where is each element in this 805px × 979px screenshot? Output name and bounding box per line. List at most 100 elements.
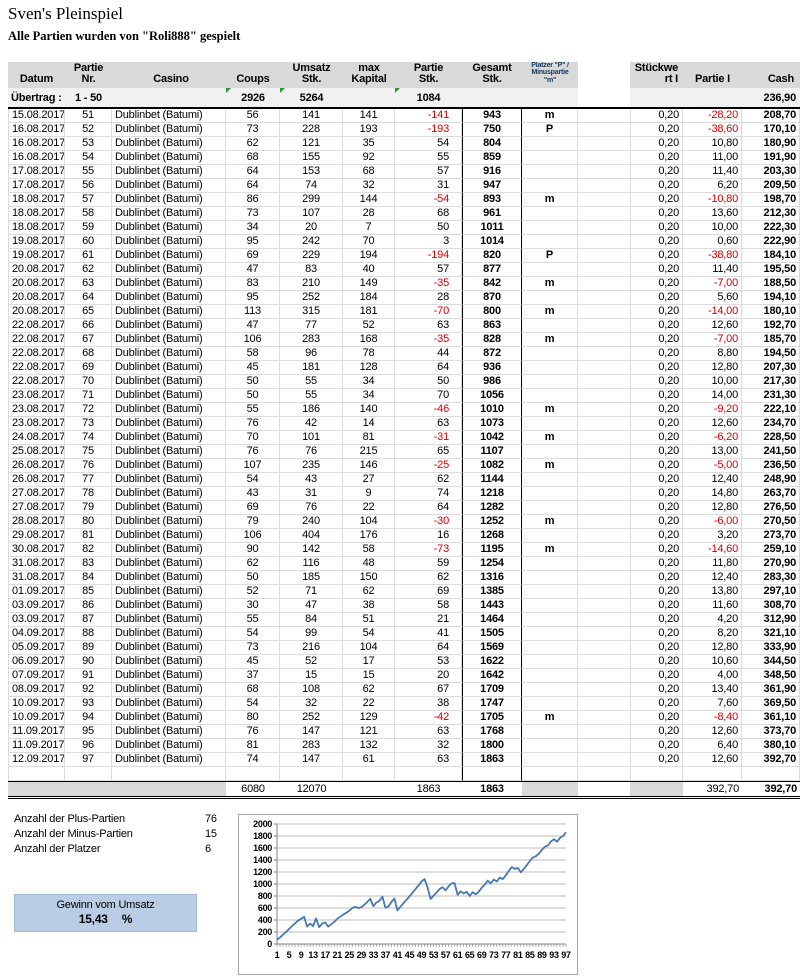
- table-row[interactable]: 12.09.2017 97 Dublinbet (Batumi) 74 147 61 63 1…: [8, 753, 800, 767]
- cell-coups[interactable]: 45: [226, 655, 280, 669]
- cell-stueckwert[interactable]: 0,20: [630, 697, 683, 711]
- cell-partie-stk[interactable]: 32: [395, 739, 462, 753]
- cell-casino[interactable]: Dublinbet (Batumi): [112, 193, 226, 207]
- cell-partie-i[interactable]: 12,60: [683, 753, 742, 767]
- platzer-value[interactable]: 6: [205, 843, 211, 855]
- cell-platzer[interactable]: [522, 389, 578, 403]
- cell-coups[interactable]: 68: [226, 683, 280, 697]
- table-row[interactable]: 22.08.2017 68 Dublinbet (Batumi) 58 96 78 44 87…: [8, 347, 800, 361]
- cell-partie-stk[interactable]: 62: [395, 473, 462, 487]
- cell-max-kapital[interactable]: 181: [343, 305, 395, 319]
- cell-umsatz-stk[interactable]: 108: [280, 683, 343, 697]
- cell-partie-nr[interactable]: 82: [65, 543, 112, 557]
- cell-partie-nr[interactable]: 69: [65, 361, 112, 375]
- cell-partie-i[interactable]: 13,60: [683, 207, 742, 221]
- table-row[interactable]: 20.08.2017 64 Dublinbet (Batumi) 95 252 184 28…: [8, 291, 800, 305]
- cell-casino[interactable]: Dublinbet (Batumi): [112, 361, 226, 375]
- cell-cash[interactable]: 180,90: [742, 137, 800, 151]
- cell-partie-i[interactable]: 11,60: [683, 599, 742, 613]
- header-stueckwert[interactable]: Stückwe rt I: [630, 62, 683, 88]
- cell-coups[interactable]: 30: [226, 599, 280, 613]
- cell-stueckwert[interactable]: 0,20: [630, 487, 683, 501]
- cell-datum[interactable]: 23.08.2017: [8, 403, 65, 417]
- cell-casino[interactable]: Dublinbet (Batumi): [112, 179, 226, 193]
- cell-partie-stk[interactable]: 38: [395, 697, 462, 711]
- cell-partie-nr[interactable]: 92: [65, 683, 112, 697]
- cell-partie-i[interactable]: 14,80: [683, 487, 742, 501]
- cell-cash[interactable]: 333,90: [742, 641, 800, 655]
- table-row[interactable]: 18.08.2017 59 Dublinbet (Batumi) 34 20 7 50 101…: [8, 221, 800, 235]
- cell-partie-i[interactable]: 11,40: [683, 263, 742, 277]
- cell-datum[interactable]: 18.08.2017: [8, 193, 65, 207]
- cell-casino[interactable]: Dublinbet (Batumi): [112, 599, 226, 613]
- cell-cash[interactable]: 344,50: [742, 655, 800, 669]
- cell-cash[interactable]: 212,30: [742, 207, 800, 221]
- carryover-casino[interactable]: [112, 88, 226, 107]
- cell-datum[interactable]: 17.08.2017: [8, 165, 65, 179]
- cell-partie-i[interactable]: 10,00: [683, 221, 742, 235]
- cell-cash[interactable]: 203,30: [742, 165, 800, 179]
- cell-gesamt-stk[interactable]: 870: [462, 291, 522, 305]
- cell-cash[interactable]: 222,10: [742, 403, 800, 417]
- cell-partie-i[interactable]: -38,60: [683, 123, 742, 137]
- cell-casino[interactable]: Dublinbet (Batumi): [112, 137, 226, 151]
- cell-umsatz-stk[interactable]: 42: [280, 417, 343, 431]
- cell-partie-stk[interactable]: 44: [395, 347, 462, 361]
- cell-coups[interactable]: 69: [226, 501, 280, 515]
- table-row[interactable]: 18.08.2017 57 Dublinbet (Batumi) 86 299 144 -5…: [8, 193, 800, 207]
- cell-datum[interactable]: 23.08.2017: [8, 417, 65, 431]
- cell-partie-stk[interactable]: 41: [395, 627, 462, 641]
- cell-platzer[interactable]: [522, 557, 578, 571]
- cell-cash[interactable]: 195,50: [742, 263, 800, 277]
- totals-kapital[interactable]: [343, 782, 395, 796]
- cell-partie-i[interactable]: 12,40: [683, 473, 742, 487]
- cell-cash[interactable]: 184,10: [742, 249, 800, 263]
- cell-partie-i[interactable]: 13,00: [683, 445, 742, 459]
- cell-partie-stk[interactable]: 55: [395, 151, 462, 165]
- cell-coups[interactable]: 52: [226, 585, 280, 599]
- table-row[interactable]: 01.09.2017 85 Dublinbet (Batumi) 52 71 62 69 13…: [8, 585, 800, 599]
- totals-casino[interactable]: [112, 782, 226, 796]
- cell-gesamt-stk[interactable]: 800: [462, 305, 522, 319]
- table-row[interactable]: 07.09.2017 91 Dublinbet (Batumi) 37 15 15 20 16…: [8, 669, 800, 683]
- cell-partie-stk[interactable]: 63: [395, 753, 462, 767]
- cell-coups[interactable]: 79: [226, 515, 280, 529]
- cell-partie-nr[interactable]: 73: [65, 417, 112, 431]
- cell-cash[interactable]: 209,50: [742, 179, 800, 193]
- header-platzer[interactable]: Platzer "P" / Minuspartie "m": [522, 62, 578, 88]
- cell-coups[interactable]: 62: [226, 557, 280, 571]
- cell-platzer[interactable]: m: [522, 305, 578, 319]
- cell-umsatz-stk[interactable]: 147: [280, 725, 343, 739]
- cell-datum[interactable]: 23.08.2017: [8, 389, 65, 403]
- cell-platzer[interactable]: m: [522, 193, 578, 207]
- cell-casino[interactable]: Dublinbet (Batumi): [112, 207, 226, 221]
- cell-partie-stk[interactable]: 59: [395, 557, 462, 571]
- cell-datum[interactable]: 20.08.2017: [8, 277, 65, 291]
- carryover-stueckwert[interactable]: [630, 88, 683, 107]
- cell-datum[interactable]: 04.09.2017: [8, 627, 65, 641]
- cell-max-kapital[interactable]: 132: [343, 739, 395, 753]
- cell-partie-stk[interactable]: 69: [395, 585, 462, 599]
- cell-partie-i[interactable]: -28,20: [683, 109, 742, 123]
- header-cash[interactable]: Cash: [742, 62, 800, 88]
- cell-partie-stk[interactable]: 3: [395, 235, 462, 249]
- cell-platzer[interactable]: [522, 683, 578, 697]
- cell-casino[interactable]: Dublinbet (Batumi): [112, 739, 226, 753]
- cell-casino[interactable]: Dublinbet (Batumi): [112, 347, 226, 361]
- cell-gesamt-stk[interactable]: 1252: [462, 515, 522, 529]
- cell-platzer[interactable]: m: [522, 277, 578, 291]
- cell-partie-stk[interactable]: 64: [395, 361, 462, 375]
- carryover-platzer[interactable]: [522, 88, 578, 107]
- cell-max-kapital[interactable]: 104: [343, 515, 395, 529]
- cell-coups[interactable]: 34: [226, 221, 280, 235]
- cell-gesamt-stk[interactable]: 1642: [462, 669, 522, 683]
- totals-coups[interactable]: 6080: [226, 782, 280, 796]
- cell-partie-nr[interactable]: 71: [65, 389, 112, 403]
- cell-partie-i[interactable]: 12,60: [683, 725, 742, 739]
- cell-stueckwert[interactable]: 0,20: [630, 501, 683, 515]
- cell-stueckwert[interactable]: 0,20: [630, 263, 683, 277]
- cell-max-kapital[interactable]: 38: [343, 599, 395, 613]
- cell-stueckwert[interactable]: 0,20: [630, 515, 683, 529]
- cell-max-kapital[interactable]: 194: [343, 249, 395, 263]
- cell-partie-i[interactable]: 4,00: [683, 669, 742, 683]
